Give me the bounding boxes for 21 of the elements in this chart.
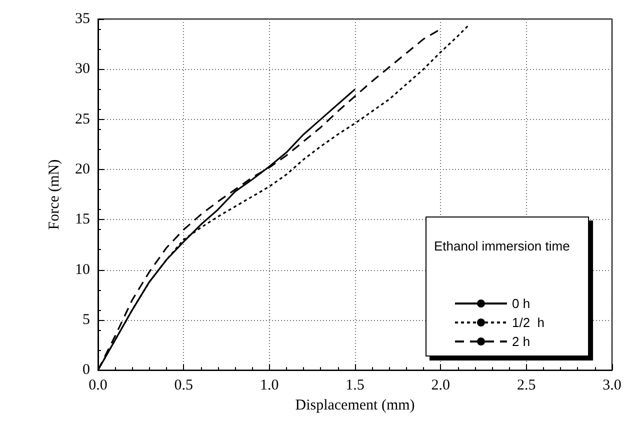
legend-label: 2 h bbox=[512, 334, 530, 349]
x-tick-label: 2.0 bbox=[431, 378, 450, 394]
x-tick-label: 0.5 bbox=[174, 378, 194, 394]
legend-label: 0 h bbox=[512, 296, 530, 311]
y-tick-label: 30 bbox=[75, 61, 90, 78]
y-tick-label: 5 bbox=[82, 312, 90, 328]
x-axis-title: Displacement (mm) bbox=[295, 398, 415, 414]
y-tick-label: 15 bbox=[75, 212, 90, 228]
y-tick-label: 10 bbox=[75, 262, 90, 278]
y-tick-label: 20 bbox=[75, 161, 90, 178]
x-tick-label: 1.5 bbox=[346, 378, 364, 394]
y-tick-label: 0 bbox=[82, 362, 90, 378]
x-tick-label: 2.5 bbox=[516, 378, 536, 394]
legend-title: Ethanol immersion time bbox=[434, 238, 570, 254]
y-axis-title: Force (mN) bbox=[46, 159, 62, 230]
y-tick-label: 35 bbox=[75, 11, 90, 27]
legend-label: 1/2 h bbox=[512, 315, 545, 330]
y-tick-label: 25 bbox=[75, 111, 90, 128]
x-tick-label: 3.0 bbox=[602, 378, 622, 394]
x-tick-label: 0.0 bbox=[88, 378, 108, 394]
x-tick-label: 1.0 bbox=[260, 378, 279, 394]
